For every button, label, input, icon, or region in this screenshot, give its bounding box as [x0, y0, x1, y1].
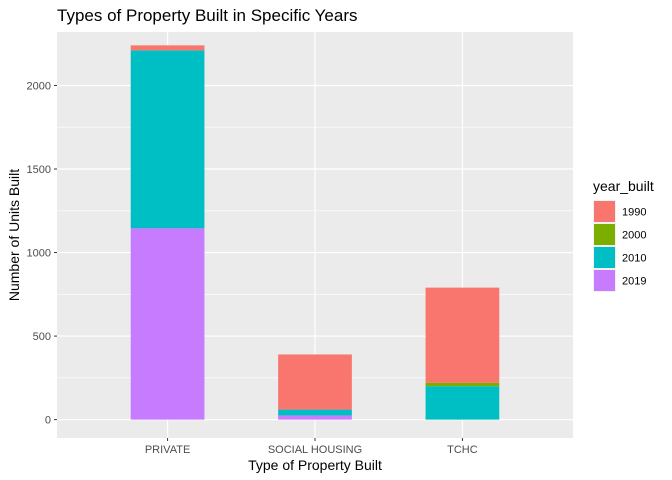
bar-segment — [278, 409, 352, 416]
y-tick-label: 500 — [33, 331, 51, 343]
y-axis-ticks: 0 500 1000 1500 2000 — [27, 80, 57, 427]
legend-label: 2019 — [622, 276, 646, 288]
x-tick-label: PRIVATE — [145, 444, 190, 456]
y-tick-label: 1000 — [27, 248, 51, 260]
legend-items: 1990 2000 2010 2019 — [593, 200, 646, 292]
x-tick-label: TCHC — [447, 444, 478, 456]
legend-swatch — [594, 201, 615, 222]
bar-segment — [130, 228, 205, 420]
y-axis-title: Number of Units Built — [6, 169, 22, 301]
bar-segment — [425, 386, 500, 420]
x-tick-label: SOCIAL HOUSING — [268, 444, 362, 456]
legend-swatch — [594, 270, 615, 291]
bar-segment — [425, 382, 500, 387]
bar-segment — [278, 415, 352, 420]
chart-title: Types of Property Built in Specific Year… — [57, 6, 358, 25]
x-axis-ticks: PRIVATE SOCIAL HOUSING TCHC — [145, 438, 478, 456]
legend-swatch — [594, 224, 615, 245]
y-tick-label: 2000 — [27, 80, 51, 92]
x-axis-title: Type of Property Built — [248, 457, 382, 473]
bar-segment — [130, 50, 205, 229]
legend-label: 2010 — [622, 253, 646, 265]
legend-label: 2000 — [622, 230, 646, 242]
bars — [130, 45, 500, 420]
legend-swatch — [594, 247, 615, 268]
y-tick-label: 0 — [45, 415, 51, 427]
legend: year_built 1990 2000 2010 2019 — [593, 178, 654, 292]
bar-segment — [425, 287, 500, 383]
legend-label: 1990 — [622, 207, 646, 219]
bar-segment — [130, 45, 205, 51]
y-tick-label: 1500 — [27, 164, 51, 176]
bar-segment — [278, 354, 352, 410]
legend-title: year_built — [593, 178, 654, 194]
